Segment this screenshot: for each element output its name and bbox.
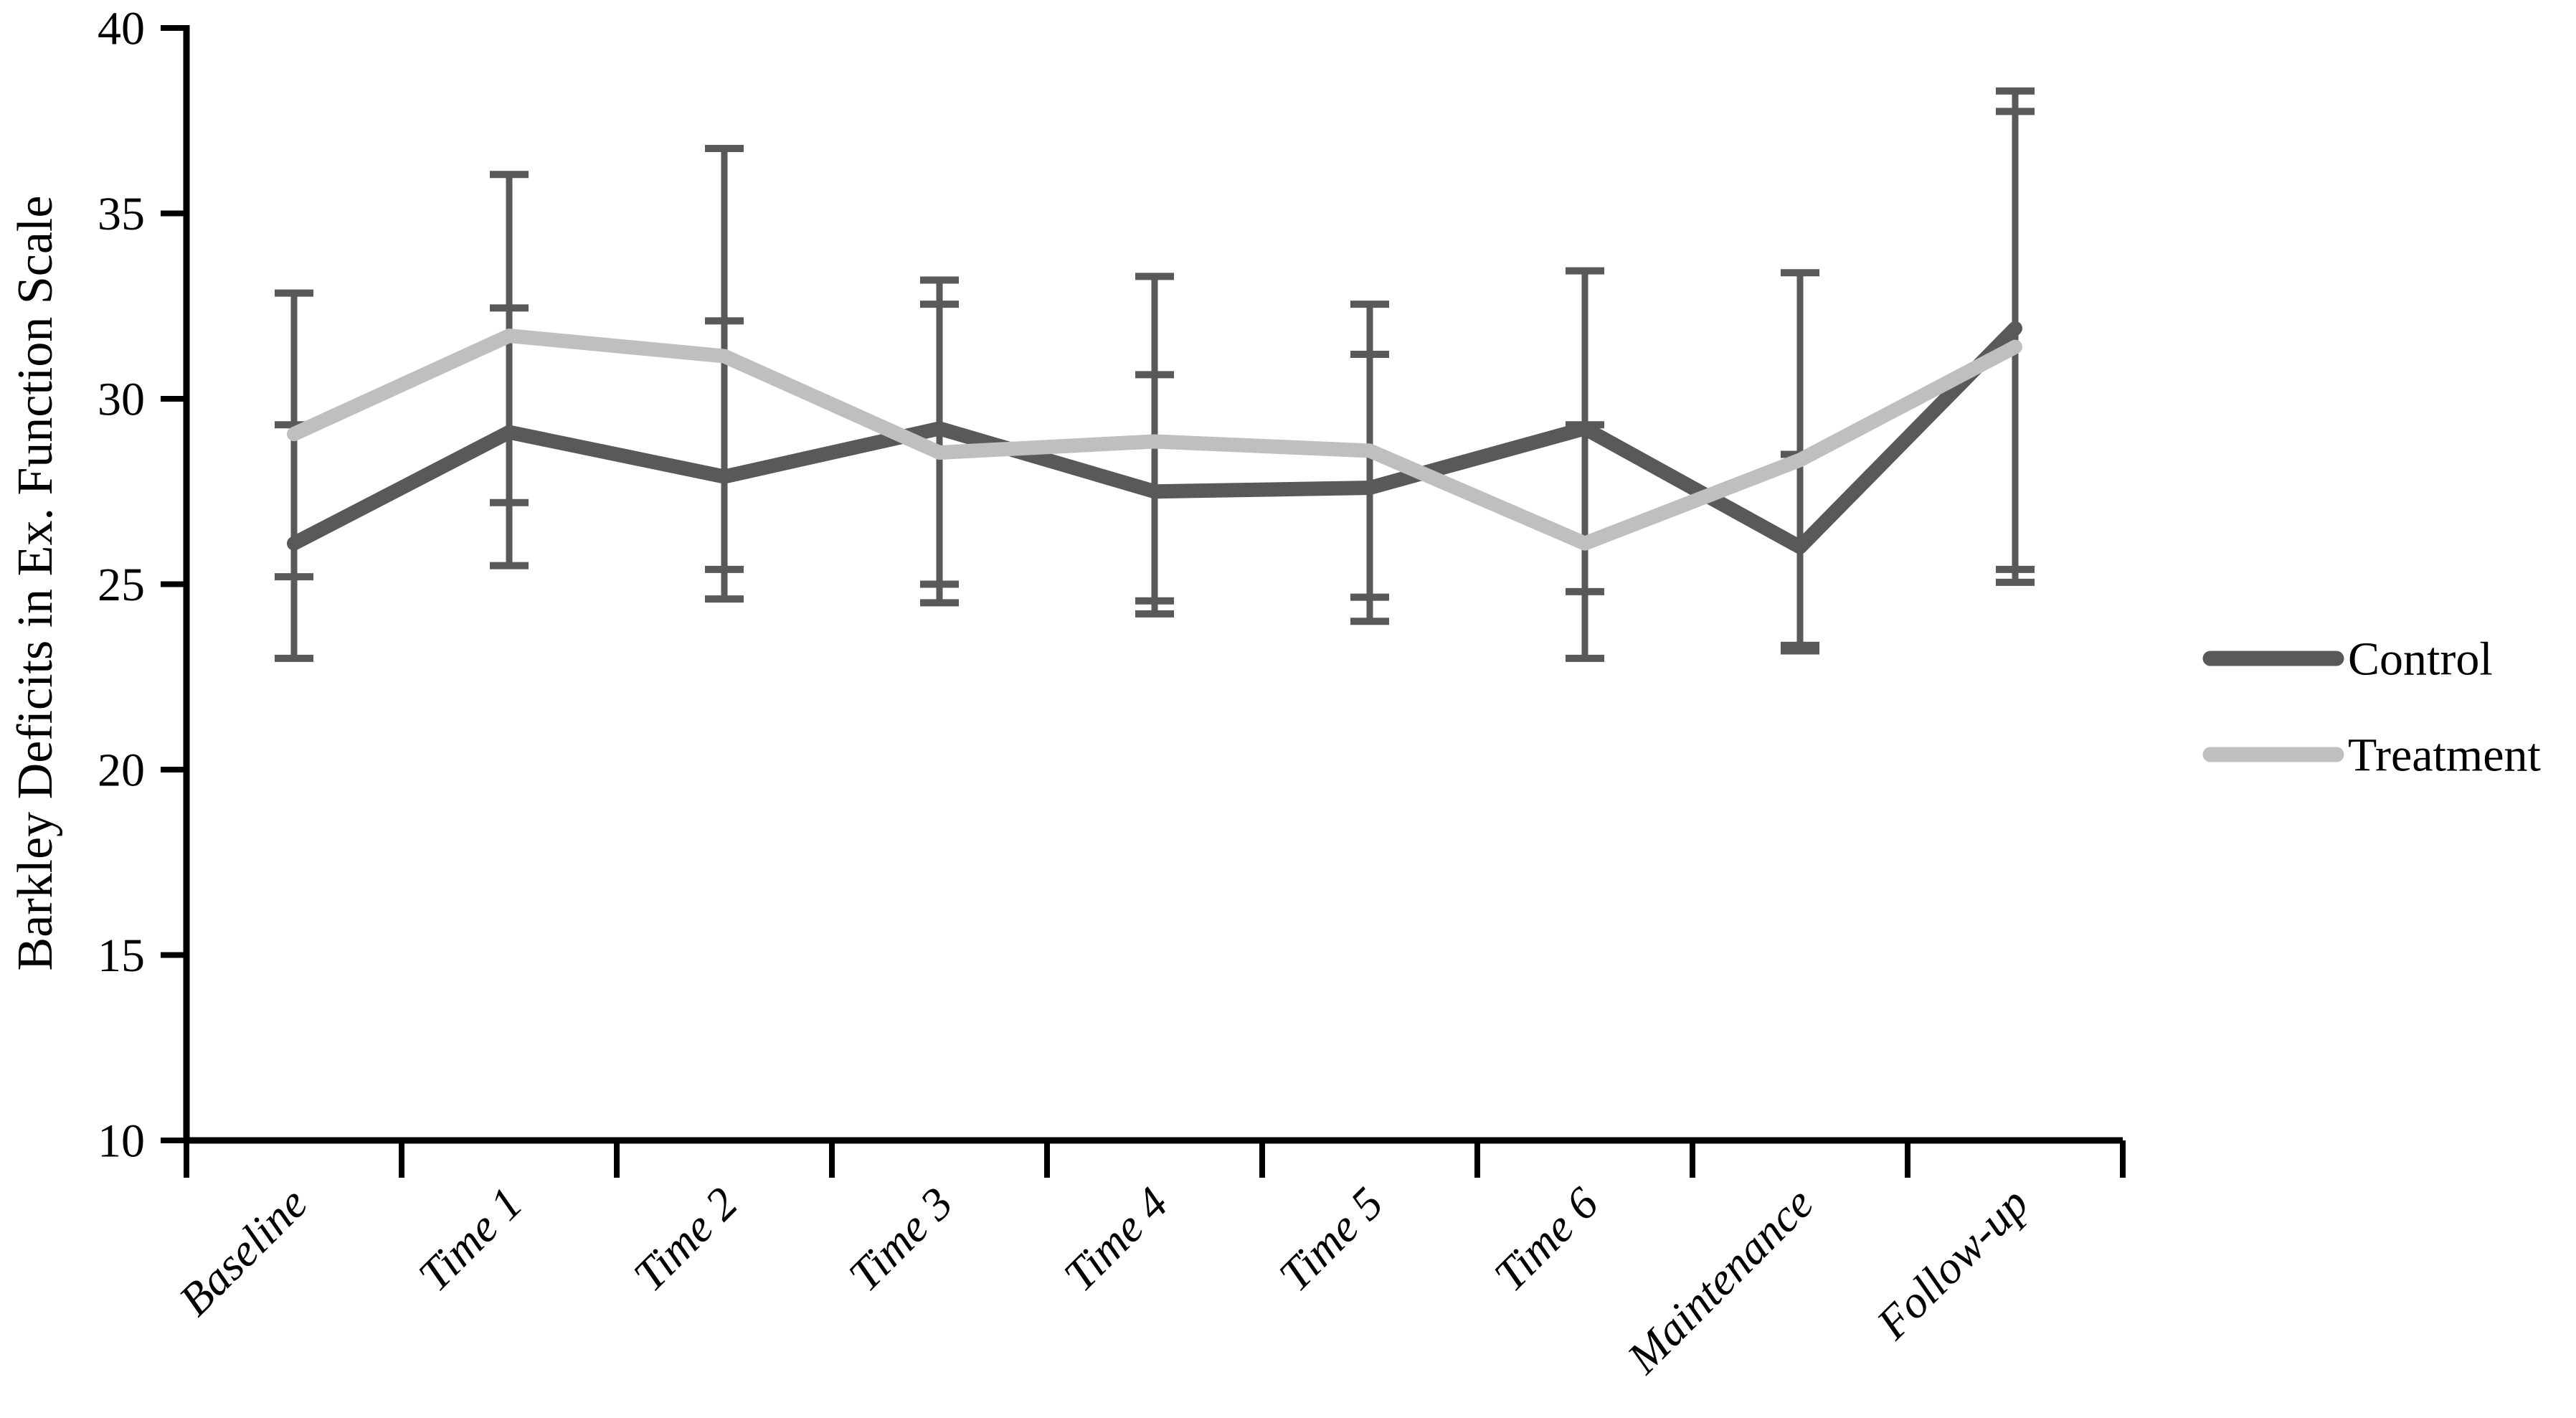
- y-tick-label: 35: [98, 188, 145, 240]
- x-category-label: Maintenance: [1617, 1178, 1823, 1384]
- legend: Control Treatment: [2202, 633, 2541, 781]
- y-axis-title: Barkley Deficits in Ex. Function Scale: [8, 196, 63, 971]
- y-tick-label: 15: [98, 930, 145, 982]
- error-bars-layer: [275, 87, 2035, 662]
- series-line-treatment: [287, 328, 2022, 551]
- x-category-label: Baseline: [169, 1178, 317, 1325]
- y-tick-label: 25: [98, 559, 145, 611]
- x-category-label: Time 5: [1269, 1178, 1393, 1301]
- y-tick-labels: 10 15 20 25 30 35 40: [98, 2, 145, 1167]
- legend-label-control: Control: [2348, 633, 2493, 685]
- y-tick-label: 30: [98, 373, 145, 425]
- y-tick-label: 20: [98, 744, 145, 796]
- x-category-labels: Baseline Time 1 Time 2 Time 3 Time 4 Time 5 Ti…: [169, 1178, 2038, 1384]
- y-tick-label: 10: [98, 1115, 145, 1167]
- y-tick-label: 40: [98, 2, 145, 55]
- x-category-label: Time 4: [1054, 1178, 1178, 1301]
- series-line-control: [287, 321, 2022, 554]
- x-category-label: Time 1: [409, 1178, 532, 1301]
- legend-label-treatment: Treatment: [2348, 729, 2541, 781]
- x-category-label: Time 2: [624, 1178, 747, 1301]
- axes-layer: [161, 25, 2126, 1178]
- series-lines-layer: [287, 321, 2022, 554]
- x-category-label: Time 6: [1484, 1178, 1608, 1301]
- x-category-label: Follow-up: [1866, 1178, 2037, 1349]
- x-category-label: Time 3: [839, 1178, 962, 1301]
